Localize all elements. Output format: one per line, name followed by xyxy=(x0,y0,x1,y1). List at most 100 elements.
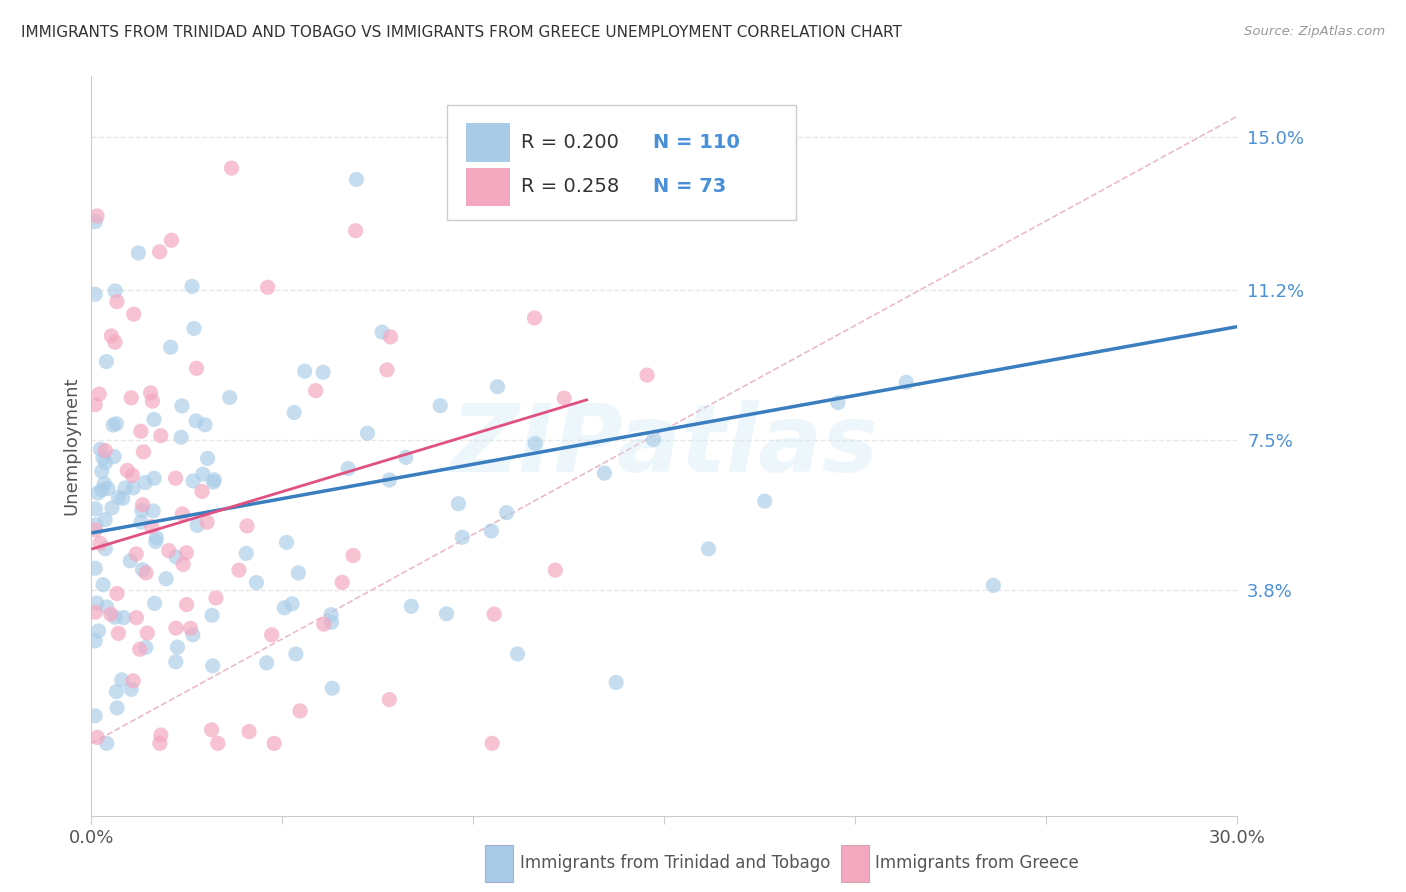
Point xyxy=(149,728,172,742)
Point xyxy=(183,321,205,335)
Point xyxy=(194,417,217,432)
Point xyxy=(114,481,136,495)
Point xyxy=(506,647,529,661)
Point xyxy=(523,310,546,325)
Point xyxy=(94,513,117,527)
Point xyxy=(288,704,311,718)
Point xyxy=(263,736,285,750)
Point xyxy=(84,523,107,537)
Point xyxy=(165,471,187,485)
Point xyxy=(436,607,458,621)
Point xyxy=(149,736,172,750)
Point xyxy=(479,524,502,538)
Point xyxy=(86,209,108,223)
Point xyxy=(179,621,201,635)
Point xyxy=(165,621,187,635)
Point xyxy=(273,600,295,615)
Point xyxy=(143,596,166,610)
Point xyxy=(643,433,665,447)
Point xyxy=(195,515,218,529)
Point xyxy=(84,561,107,575)
Point xyxy=(429,399,451,413)
Point xyxy=(165,655,187,669)
Point xyxy=(202,473,225,487)
Point xyxy=(87,486,110,500)
Point xyxy=(482,607,505,622)
Point xyxy=(197,451,219,466)
Point xyxy=(176,598,198,612)
Point xyxy=(105,294,128,309)
Text: N = 110: N = 110 xyxy=(652,133,740,152)
Point xyxy=(94,541,117,556)
Point xyxy=(205,591,228,605)
Point xyxy=(228,563,250,577)
Y-axis label: Unemployment: Unemployment xyxy=(62,376,80,516)
Point xyxy=(134,475,156,490)
Point xyxy=(111,491,134,506)
Text: N = 73: N = 73 xyxy=(652,178,725,196)
Point xyxy=(128,642,150,657)
Point xyxy=(294,364,316,378)
Point xyxy=(94,456,117,470)
Point xyxy=(287,566,309,580)
Point xyxy=(104,284,127,298)
Text: Source: ZipAtlas.com: Source: ZipAtlas.com xyxy=(1244,25,1385,38)
Point xyxy=(141,519,163,533)
Point xyxy=(112,610,135,624)
Point xyxy=(221,161,243,175)
Point xyxy=(312,617,335,632)
Point xyxy=(89,536,111,550)
Point xyxy=(111,673,134,687)
Point xyxy=(131,503,153,517)
Point xyxy=(321,615,343,630)
Point xyxy=(172,558,194,572)
Point xyxy=(344,224,367,238)
Point xyxy=(143,471,166,485)
Point xyxy=(122,481,145,495)
Point xyxy=(120,682,142,697)
Point xyxy=(166,640,188,655)
Point xyxy=(218,391,240,405)
Point xyxy=(305,384,328,398)
Point xyxy=(159,340,181,354)
Point xyxy=(312,365,335,379)
Point xyxy=(344,172,367,186)
Point xyxy=(181,279,204,293)
Point xyxy=(330,575,353,590)
Point xyxy=(165,549,187,564)
Point xyxy=(378,692,401,706)
Point xyxy=(321,681,343,696)
Point xyxy=(451,530,474,544)
Point xyxy=(90,464,112,478)
Point xyxy=(284,647,307,661)
Point xyxy=(84,517,107,532)
Point xyxy=(84,502,107,516)
Point xyxy=(395,450,418,465)
Text: IMMIGRANTS FROM TRINIDAD AND TOBAGO VS IMMIGRANTS FROM GREECE UNEMPLOYMENT CORRE: IMMIGRANTS FROM TRINIDAD AND TOBAGO VS I… xyxy=(21,25,903,40)
Text: ZIPatlas: ZIPatlas xyxy=(450,400,879,492)
Point xyxy=(827,395,849,409)
Point xyxy=(207,736,229,750)
Text: Immigrants from Trinidad and Tobago: Immigrants from Trinidad and Tobago xyxy=(520,855,831,872)
Point xyxy=(983,578,1005,592)
Point xyxy=(260,628,283,642)
FancyBboxPatch shape xyxy=(447,105,796,220)
Point xyxy=(122,673,145,688)
Point xyxy=(89,387,111,401)
Point xyxy=(524,436,547,450)
Point xyxy=(375,363,398,377)
Point xyxy=(149,244,172,259)
Text: R = 0.258: R = 0.258 xyxy=(522,178,620,196)
Point xyxy=(342,549,364,563)
Point xyxy=(120,554,142,568)
Point xyxy=(495,506,517,520)
Point xyxy=(157,543,180,558)
Point xyxy=(84,215,107,229)
Point xyxy=(96,736,118,750)
Point xyxy=(170,430,193,444)
Point xyxy=(100,329,122,343)
Point xyxy=(105,417,128,431)
FancyBboxPatch shape xyxy=(467,168,509,206)
Point xyxy=(149,428,172,442)
Point xyxy=(636,368,658,383)
